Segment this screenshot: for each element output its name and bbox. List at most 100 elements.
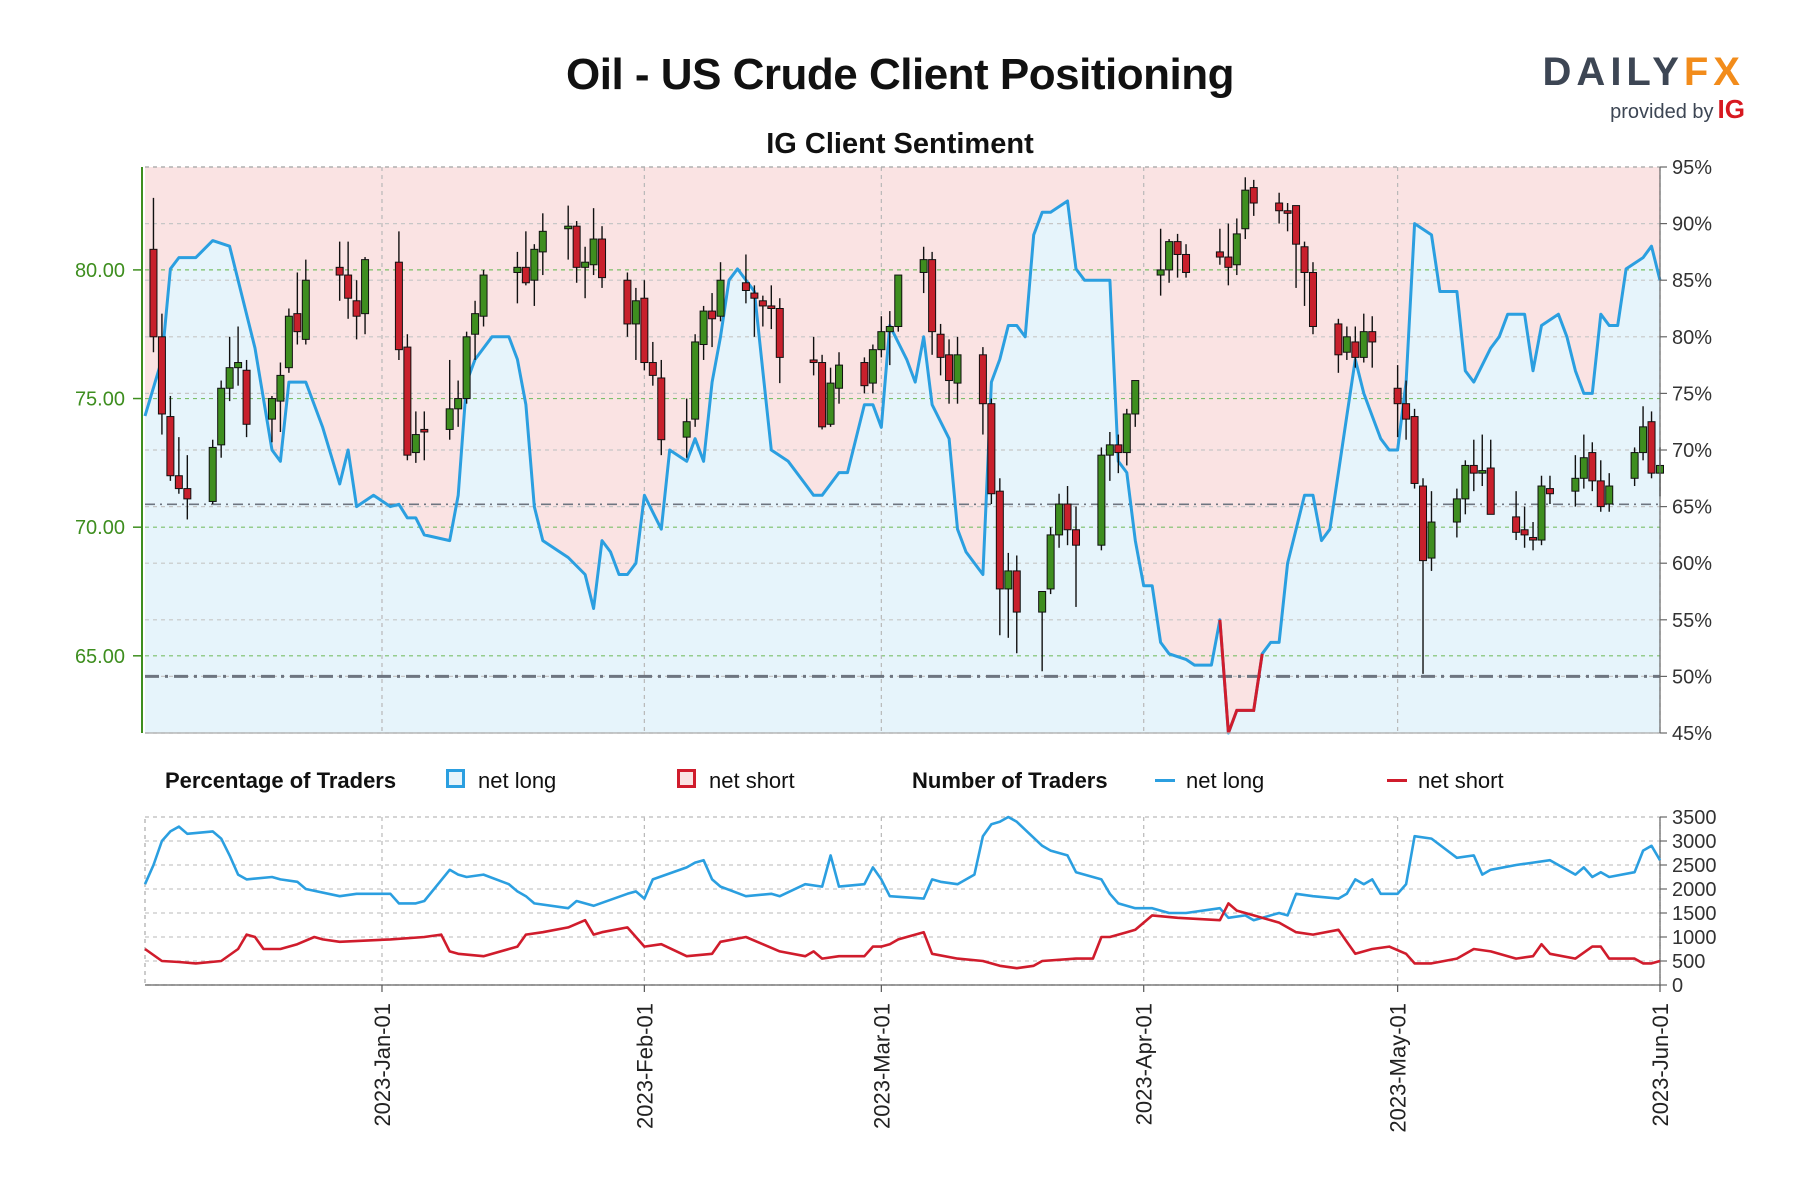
- candle-body: [1292, 205, 1301, 245]
- candle-body: [978, 354, 987, 405]
- candle-body: [479, 274, 488, 317]
- candle-body: [530, 248, 539, 281]
- pct-tick-label: 90%: [1672, 214, 1712, 236]
- date-axis: 2023-Jan-01 2023-Feb-01 2023-Mar-01 2023-Ap…: [370, 985, 1673, 1133]
- x-tick-label: 2023-Feb-01: [632, 1003, 657, 1129]
- count-net-long-line: [143, 815, 1662, 922]
- candle-body: [589, 238, 598, 266]
- legend-pct-short-label: net short: [709, 768, 795, 793]
- candle-body: [284, 315, 293, 369]
- chart-subtitle: IG Client Sentiment: [766, 128, 1034, 160]
- candle-body: [1173, 241, 1182, 255]
- candle-body: [648, 362, 657, 376]
- candle-body: [166, 416, 175, 477]
- candle-body: [403, 346, 412, 456]
- candle-body: [1596, 480, 1605, 508]
- candle-body: [1486, 467, 1495, 515]
- count-tick-label: 3500: [1672, 807, 1717, 829]
- candle-body: [640, 297, 649, 364]
- candle-body: [936, 333, 945, 358]
- x-tick-label: 2023-Apr-01: [1132, 1003, 1157, 1125]
- candle-body: [657, 377, 666, 441]
- candle-body: [835, 364, 844, 389]
- pct-tick-label: 75%: [1672, 383, 1712, 405]
- candle-body: [344, 274, 353, 299]
- x-tick-label: 2023-May-01: [1386, 1003, 1411, 1133]
- candle-body: [1300, 246, 1309, 273]
- candle-body: [581, 261, 590, 268]
- legend-num-short-line: [1387, 779, 1407, 782]
- candle-body: [1165, 241, 1174, 271]
- candle-body: [691, 341, 700, 420]
- candle-body: [1639, 426, 1648, 454]
- x-tick-label: 2023-Jan-01: [370, 1003, 395, 1127]
- candle-body: [1182, 253, 1191, 273]
- pct-tick-label: 85%: [1672, 270, 1712, 292]
- legend-pct-long-swatch: [446, 769, 465, 788]
- candle-body: [445, 408, 454, 430]
- logo-ig-text: IG: [1717, 94, 1745, 124]
- count-net-short-line: [144, 902, 1661, 970]
- logo-provided-by: provided by IG: [1610, 94, 1745, 125]
- candle-body: [174, 475, 183, 490]
- candle-body: [682, 421, 691, 438]
- candle-body: [242, 369, 251, 425]
- legend-num-short-label: net short: [1418, 768, 1504, 793]
- candle-body: [1114, 444, 1123, 454]
- candle-body: [1478, 470, 1487, 474]
- count-tick-label: 1500: [1672, 903, 1717, 925]
- candle-body: [919, 259, 928, 273]
- candle-body: [1122, 413, 1131, 454]
- logo-provided-text: provided by: [1610, 101, 1714, 123]
- candle-body: [716, 279, 725, 317]
- candle-body: [352, 300, 361, 317]
- candle-body: [631, 300, 640, 325]
- candle-body: [1520, 529, 1529, 536]
- candle-body: [1368, 331, 1377, 343]
- count-tick-label: 0: [1672, 975, 1683, 997]
- candle-body: [335, 266, 344, 276]
- candle-body: [411, 434, 420, 454]
- price-tick-label: 65.00: [75, 646, 125, 668]
- candle-body: [208, 446, 217, 502]
- candle-body: [1275, 202, 1284, 212]
- candle-body: [708, 310, 717, 320]
- pct-tick-label: 45%: [1672, 723, 1712, 745]
- candle-body: [1588, 452, 1597, 482]
- candle-body: [1131, 380, 1140, 415]
- count-tick-label: 2000: [1672, 879, 1717, 901]
- candle-body: [995, 490, 1004, 590]
- candle-body: [1630, 452, 1639, 479]
- candle-body: [1469, 464, 1478, 474]
- candle-body: [1334, 323, 1343, 356]
- logo-fx-text: FX: [1683, 50, 1745, 94]
- candle-body: [598, 238, 607, 279]
- candle-body: [462, 336, 471, 400]
- candle-body: [987, 403, 996, 495]
- candle-body: [928, 259, 937, 333]
- candle-body: [1647, 421, 1656, 474]
- candle-body: [1402, 403, 1411, 420]
- candle-body: [157, 336, 166, 415]
- x-tick-label: 2023-Mar-01: [869, 1003, 894, 1129]
- pct-tick-label: 70%: [1672, 440, 1712, 462]
- candle-body: [1072, 529, 1081, 546]
- candle-body: [521, 266, 530, 284]
- candle-body: [1063, 503, 1072, 531]
- candle-body: [809, 359, 818, 364]
- candle-body: [885, 326, 894, 333]
- candle-body: [1537, 485, 1546, 541]
- candle-body: [623, 279, 632, 325]
- count-tick-label: 3000: [1672, 831, 1717, 853]
- price-tick-label: 80.00: [75, 260, 125, 282]
- candle-body: [1529, 536, 1538, 541]
- count-tick-label: 500: [1672, 951, 1705, 973]
- logo-wordmark: DAILYFX: [1543, 50, 1745, 95]
- candle-body: [301, 279, 310, 340]
- candle-body: [1038, 591, 1047, 613]
- dailyfx-logo: DAILYFX provided by IG: [1530, 50, 1745, 125]
- candle-body: [1012, 570, 1021, 613]
- count-frame: [144, 816, 1661, 986]
- legend-num-long-label: net long: [1186, 768, 1265, 793]
- candle-body: [1156, 269, 1165, 276]
